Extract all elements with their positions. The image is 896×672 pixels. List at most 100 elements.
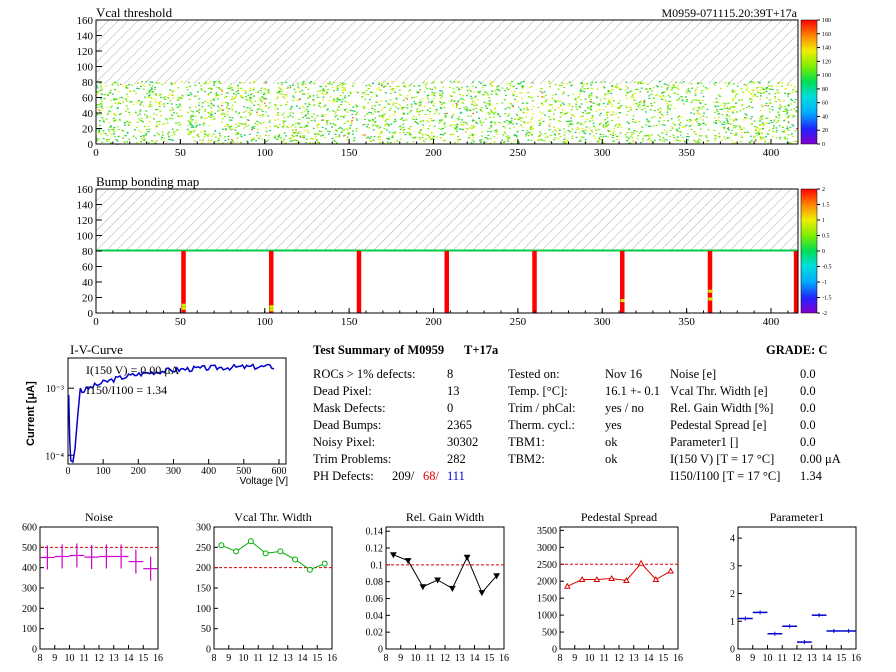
vcal-pixel <box>246 119 249 121</box>
vcal-pixel <box>619 123 621 125</box>
vcal-pixel <box>135 92 137 95</box>
summary-value: Nov 16 <box>605 367 643 381</box>
vcal-pixel <box>323 115 326 118</box>
vcal-pixel <box>636 88 639 90</box>
vcal-pixel <box>283 142 286 144</box>
vcal-pixel <box>117 135 120 137</box>
vcal-pixel <box>786 126 789 128</box>
vcal-pixel <box>686 92 689 94</box>
vcal-pixel <box>283 112 285 114</box>
chart-y-tick-label: 3000 <box>537 543 557 554</box>
vcal-pixel <box>407 90 410 92</box>
vcal-pixel <box>328 111 331 113</box>
vcal-pixel <box>431 92 434 94</box>
vcal-pixel <box>764 139 767 141</box>
vcal-pixel <box>787 95 789 97</box>
vcal-pixel <box>161 84 164 86</box>
vcal-pixel <box>387 142 389 144</box>
vcal-pixel <box>768 93 771 95</box>
vcal-pixel <box>753 120 756 122</box>
vcal-pixel <box>289 140 292 142</box>
chart-x-tick-label: 12 <box>614 653 624 664</box>
vcal-pixel <box>314 135 317 137</box>
color-scale-tick-label: 60 <box>822 101 828 107</box>
vcal-pixel <box>604 93 606 95</box>
vcal-pixel <box>549 86 551 88</box>
vcal-pixel <box>231 87 234 89</box>
vcal-pixel <box>122 101 125 103</box>
vcal-pixel <box>139 102 142 104</box>
vcal-pixel <box>278 135 281 137</box>
vcal-pixel <box>715 122 717 124</box>
vcal-pixel <box>620 126 622 128</box>
vcal-pixel <box>436 136 438 138</box>
vcal-pixel <box>478 81 481 83</box>
vcal-pixel <box>492 112 494 114</box>
vcal-pixel <box>364 94 367 96</box>
vcal-pixel <box>698 135 701 137</box>
vcal-pixel <box>662 98 665 101</box>
vcal-pixel <box>294 123 297 125</box>
vcal-pixel <box>240 87 242 89</box>
vcal-pixel <box>757 81 760 83</box>
map-y-tick-label: 60 <box>82 93 94 105</box>
vcal-pixel <box>568 103 571 105</box>
vcal-pixel <box>325 120 328 122</box>
vcal-pixel <box>537 106 540 109</box>
vcal-pixel <box>153 118 155 120</box>
vcal-pixel <box>227 138 230 140</box>
vcal-pixel <box>590 105 592 107</box>
vcal-pixel <box>341 86 343 88</box>
vcal-pixel <box>353 83 356 85</box>
vcal-pixel <box>676 130 679 132</box>
vcal-pixel <box>228 108 231 110</box>
vcal-pixel <box>580 136 582 138</box>
vcal-pixel <box>613 99 615 102</box>
vcal-pixel <box>652 87 655 89</box>
map-y-tick-label: 20 <box>82 293 94 305</box>
vcal-pixel <box>581 82 583 84</box>
vcal-pixel <box>415 96 418 98</box>
vcal-pixel <box>171 128 174 130</box>
vcal-pixel <box>726 119 729 121</box>
vcal-pixel <box>761 116 764 118</box>
vcal-pixel <box>406 107 409 109</box>
vcal-pixel <box>646 91 649 93</box>
vcal-pixel <box>757 130 760 132</box>
vcal-pixel <box>791 114 794 116</box>
vcal-pixel <box>173 112 175 114</box>
vcal-pixel-hot <box>322 119 324 121</box>
iv-x-tick-label: 500 <box>236 466 251 477</box>
vcal-pixel <box>494 107 496 109</box>
vcal-pixel <box>206 83 209 85</box>
vcal-pixel <box>224 128 227 130</box>
vcal-pixel <box>322 89 325 91</box>
vcal-pixel <box>223 125 226 127</box>
vcal-pixel <box>466 128 469 130</box>
vcal-pixel <box>503 99 506 101</box>
vcal-pixel <box>532 105 535 107</box>
vcal-pixel <box>380 116 382 118</box>
vcal-pixel <box>155 140 158 142</box>
vcal-pixel <box>506 138 509 140</box>
vcal-pixel <box>585 101 588 104</box>
vcal-pixel <box>379 89 381 91</box>
vcal-pixel <box>532 113 535 115</box>
vcal-pixel <box>456 104 459 106</box>
vcal-pixel <box>418 85 421 87</box>
vcal-pixel <box>158 102 160 104</box>
vcal-pixel <box>779 106 782 108</box>
vcal-pixel <box>211 104 213 106</box>
vcal-pixel <box>343 129 345 131</box>
vcal-pixel <box>514 118 516 120</box>
vcal-pixel <box>529 132 532 134</box>
vcal-pixel <box>670 104 673 106</box>
vcal-pixel <box>452 104 454 107</box>
vcal-pixel <box>150 89 153 91</box>
chart-point <box>623 577 630 584</box>
vcal-pixel <box>268 121 271 123</box>
vcal-pixel <box>783 130 786 132</box>
vcal-pixel <box>632 115 635 117</box>
vcal-pixel <box>236 137 239 139</box>
vcal-pixel <box>612 132 615 134</box>
